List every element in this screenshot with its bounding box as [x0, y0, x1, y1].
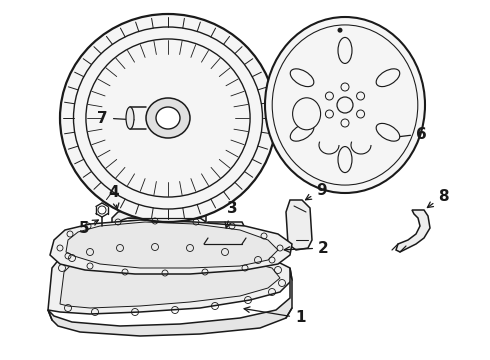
Ellipse shape [290, 123, 314, 141]
Ellipse shape [290, 69, 314, 87]
Polygon shape [50, 220, 292, 274]
Ellipse shape [293, 98, 320, 130]
Text: 2: 2 [284, 240, 329, 256]
Ellipse shape [156, 107, 180, 129]
Polygon shape [60, 254, 280, 308]
Ellipse shape [338, 37, 352, 63]
Ellipse shape [60, 14, 276, 222]
Text: 4: 4 [109, 185, 119, 209]
Text: 3: 3 [225, 201, 237, 228]
Circle shape [338, 28, 343, 33]
Polygon shape [206, 222, 246, 238]
Polygon shape [48, 268, 292, 336]
Text: 1: 1 [244, 307, 305, 325]
Ellipse shape [338, 147, 352, 172]
Text: 8: 8 [427, 189, 449, 208]
Polygon shape [66, 222, 278, 268]
Text: 7: 7 [98, 111, 134, 126]
Polygon shape [48, 246, 292, 314]
Ellipse shape [376, 123, 400, 141]
Ellipse shape [146, 98, 190, 138]
Ellipse shape [265, 17, 425, 193]
Ellipse shape [126, 107, 134, 129]
Polygon shape [396, 210, 430, 252]
Text: 5: 5 [79, 220, 98, 235]
Text: 9: 9 [306, 183, 327, 200]
Ellipse shape [376, 69, 400, 87]
Polygon shape [112, 210, 206, 226]
Polygon shape [286, 200, 312, 250]
Text: 6: 6 [392, 126, 427, 141]
